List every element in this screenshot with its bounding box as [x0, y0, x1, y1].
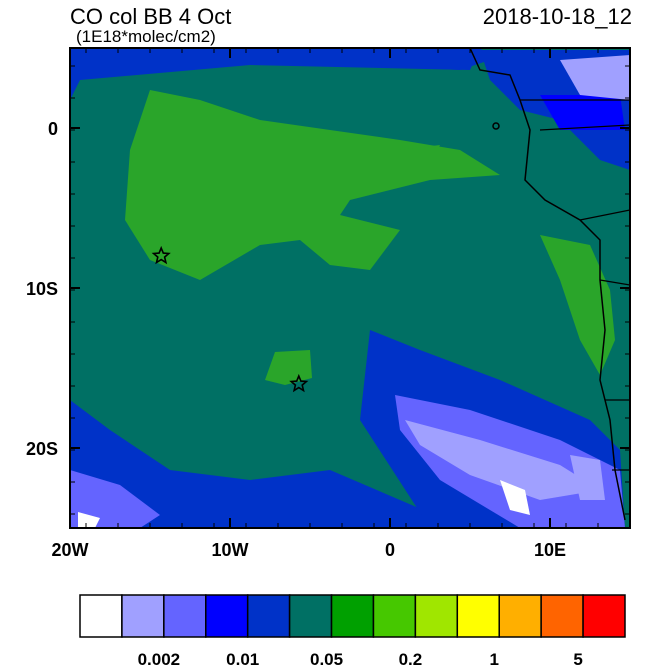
site-marker	[151, 245, 171, 265]
colorbar-box	[246, 594, 291, 638]
colorbar-box	[582, 594, 626, 638]
x-tick-label: 10E	[534, 540, 566, 560]
colorbar-box	[288, 594, 333, 638]
colorbar-box	[540, 594, 584, 638]
colorbar-box	[163, 594, 207, 638]
axes: 20W 10W 0 10E 0 10S 20S	[26, 48, 630, 560]
colorbar: 0.002 0.01 0.05 0.2 1 5	[79, 594, 626, 669]
units: (1E18*molec/cm2)	[76, 27, 216, 46]
colorbar-box	[205, 594, 249, 638]
colorbar-box	[121, 594, 165, 638]
x-tick-label: 10W	[211, 540, 248, 560]
colorbar-label: 0.05	[310, 650, 343, 667]
y-tick-label: 20S	[26, 439, 58, 459]
colorbar-box	[79, 594, 123, 638]
y-tick-label: 10S	[26, 279, 58, 299]
date: 2018-10-18_12	[483, 4, 632, 29]
colorbar-box	[456, 594, 500, 638]
colorbar-label: 0.2	[399, 650, 423, 667]
colorbar-label: 0.002	[138, 650, 181, 667]
map-field	[70, 48, 630, 528]
colorbar-label: 1	[489, 650, 498, 667]
colorbar-box	[330, 594, 375, 638]
colorbar-box	[372, 594, 417, 638]
x-tick-label: 20W	[51, 540, 88, 560]
y-tick-label: 0	[48, 119, 58, 139]
colorbar-label: 0.01	[226, 650, 259, 667]
colorbar-box	[414, 594, 459, 638]
x-tick-label: 0	[385, 540, 395, 560]
colorbar-box	[498, 594, 542, 638]
site-marker	[289, 373, 309, 393]
colorbar-label: 5	[573, 650, 582, 667]
title: CO col BB 4 Oct	[70, 4, 231, 29]
